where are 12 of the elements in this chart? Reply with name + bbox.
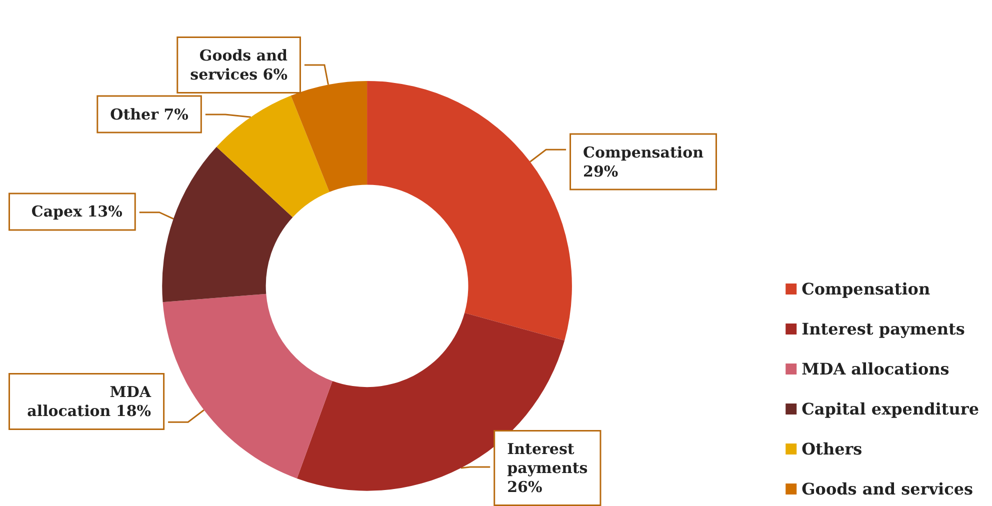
data-label: MDA allocation 18% [27,383,152,420]
legend-label: Others [802,440,862,458]
data-label: Capex 13% [31,202,122,221]
legend-label: Goods and services [802,480,974,498]
legend-label: Interest payments [802,320,965,338]
legend-label: Capital expenditure [802,400,979,418]
data-label: Goods and services 6% [190,46,288,84]
legend-label: Compensation [802,280,930,298]
data-label: Compensation 29% [583,143,704,180]
legend-label: MDA allocations [802,360,950,378]
data-label: Interest payments 26% [507,440,588,496]
data-label: Other 7% [110,105,188,124]
